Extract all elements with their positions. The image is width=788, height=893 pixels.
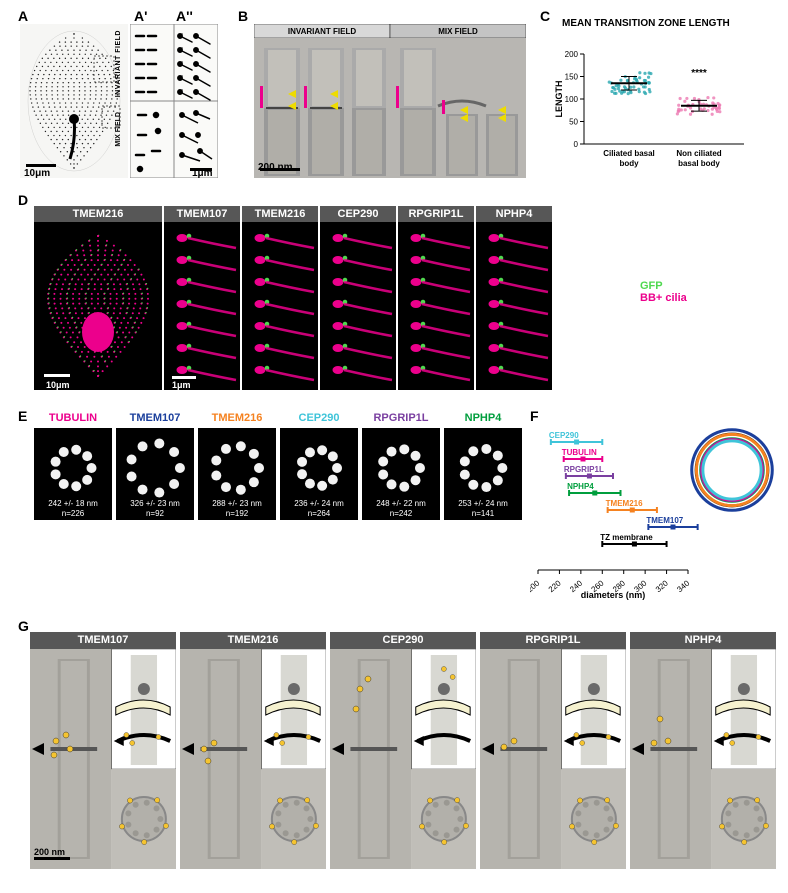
ring-tile: TMEM107326 +/- 23 nmn=92 [116,412,194,520]
immunoem-tile: TMEM216 [180,632,326,869]
panel-a-insets [130,24,218,178]
immunoem-tile: TMEM107200 nm [30,632,176,869]
svg-text:253 +/- 24 nm: 253 +/- 24 nm [458,499,508,508]
svg-text:TZ membrane: TZ membrane [600,533,653,542]
panel-c-chart: 0 50 100 150 200 **** LENGTH Ciliated basalbody… [548,34,768,174]
immunoem-tile: RPGRIP1L [480,632,626,869]
svg-text:n=226: n=226 [62,509,85,518]
svg-text:****: **** [691,68,707,79]
svg-text:200: 200 [530,578,542,594]
ring-tile: TMEM216288 +/- 23 nmn=192 [198,412,276,520]
panel-a-scale1: 10μm [24,168,50,179]
panel-g-row: TMEM107200 nmTMEM216CEP290RPGRIP1LNPHP4 [30,632,776,869]
panel-c-label: C [540,8,550,24]
svg-text:150: 150 [565,73,579,82]
svg-text:diameters (nm): diameters (nm) [581,590,646,600]
legend-gfp: GFP [640,280,687,292]
svg-text:n=264: n=264 [308,509,331,518]
svg-text:242 +/- 18 nm: 242 +/- 18 nm [48,499,98,508]
panel-f-chart: 200220240260280300320340diameters (nm)CE… [530,420,778,600]
panel-a-field1: INVARIANT FIELD [115,30,122,97]
svg-text:RPGRIP1L: RPGRIP1L [564,465,604,474]
svg-text:TMEM107: TMEM107 [646,516,683,525]
svg-text:248 +/- 22 nm: 248 +/- 22 nm [376,499,426,508]
fluor-tile: RPGRIP1L [398,206,474,390]
ring-tile: RPGRIP1L248 +/- 22 nmn=242 [362,412,440,520]
svg-text:100: 100 [565,95,579,104]
panel-a-field2: MIX FIELD [115,112,122,147]
svg-text:0: 0 [574,140,579,149]
panel-d-label: D [18,192,28,208]
svg-text:CEP290: CEP290 [549,431,579,440]
immunoem-tile: CEP290 [330,632,476,869]
panel-d-row: TMEM21610μmTMEM1071μmTMEM216CEP290RPGRIP… [34,206,552,390]
svg-text:n=92: n=92 [146,509,165,518]
panel-e-label: E [18,408,27,424]
svg-text:340: 340 [675,578,691,594]
panel-a-label: A [18,8,28,24]
svg-text:NPHP4: NPHP4 [567,482,594,491]
fluor-tile: TMEM216 [242,206,318,390]
svg-text:Ciliated basal: Ciliated basal [603,149,655,158]
svg-text:220: 220 [547,578,563,594]
svg-text:body: body [619,159,639,168]
panel-a-image [20,24,128,178]
svg-text:200 nm: 200 nm [34,847,65,857]
fluor-tile: TMEM21610μm [34,206,162,390]
svg-text:INVARIANT FIELD: INVARIANT FIELD [288,27,357,36]
svg-text:1μm: 1μm [172,380,191,390]
panel-b-label: B [238,8,248,24]
panel-b-image: INVARIANT FIELD MIX FIELD [254,24,526,178]
svg-text:320: 320 [654,578,670,594]
fluor-tile: TMEM1071μm [164,206,240,390]
svg-text:n=242: n=242 [390,509,413,518]
fluor-tile: CEP290 [320,206,396,390]
svg-text:n=141: n=141 [472,509,495,518]
immunoem-tile: NPHP4 [630,632,776,869]
panel-a-sub2: A'' [176,8,193,24]
svg-text:50: 50 [569,118,578,127]
legend-bb: BB+ cilia [640,292,687,304]
ring-tile: CEP290236 +/- 24 nmn=264 [280,412,358,520]
panel-c-title: MEAN TRANSITION ZONE LENGTH [562,18,730,29]
svg-text:LENGTH: LENGTH [554,81,564,118]
ring-tile: TUBULIN242 +/- 18 nmn=226 [34,412,112,520]
svg-text:MIX FIELD: MIX FIELD [438,27,478,36]
svg-text:Non ciliated: Non ciliated [676,149,721,158]
panel-b-scale: 200 nm [258,162,292,173]
svg-text:288 +/- 23 nm: 288 +/- 23 nm [212,499,262,508]
panel-g-label: G [18,618,29,634]
svg-text:326 +/- 23 nm: 326 +/- 23 nm [130,499,180,508]
svg-text:TMEM216: TMEM216 [606,499,643,508]
svg-text:n=192: n=192 [226,509,249,518]
panel-e-row: TUBULIN242 +/- 18 nmn=226TMEM107326 +/- … [34,412,522,520]
panel-a-scale2: 1μm [192,168,213,179]
svg-text:basal body: basal body [678,159,720,168]
ring-tile: NPHP4253 +/- 24 nmn=141 [444,412,522,520]
svg-text:200: 200 [565,50,579,59]
svg-text:10μm: 10μm [46,380,70,390]
fluor-tile: NPHP4 [476,206,552,390]
svg-text:TUBULIN: TUBULIN [562,448,597,457]
panel-a-sub1: A' [134,8,147,24]
svg-text:236 +/- 24 nm: 236 +/- 24 nm [294,499,344,508]
